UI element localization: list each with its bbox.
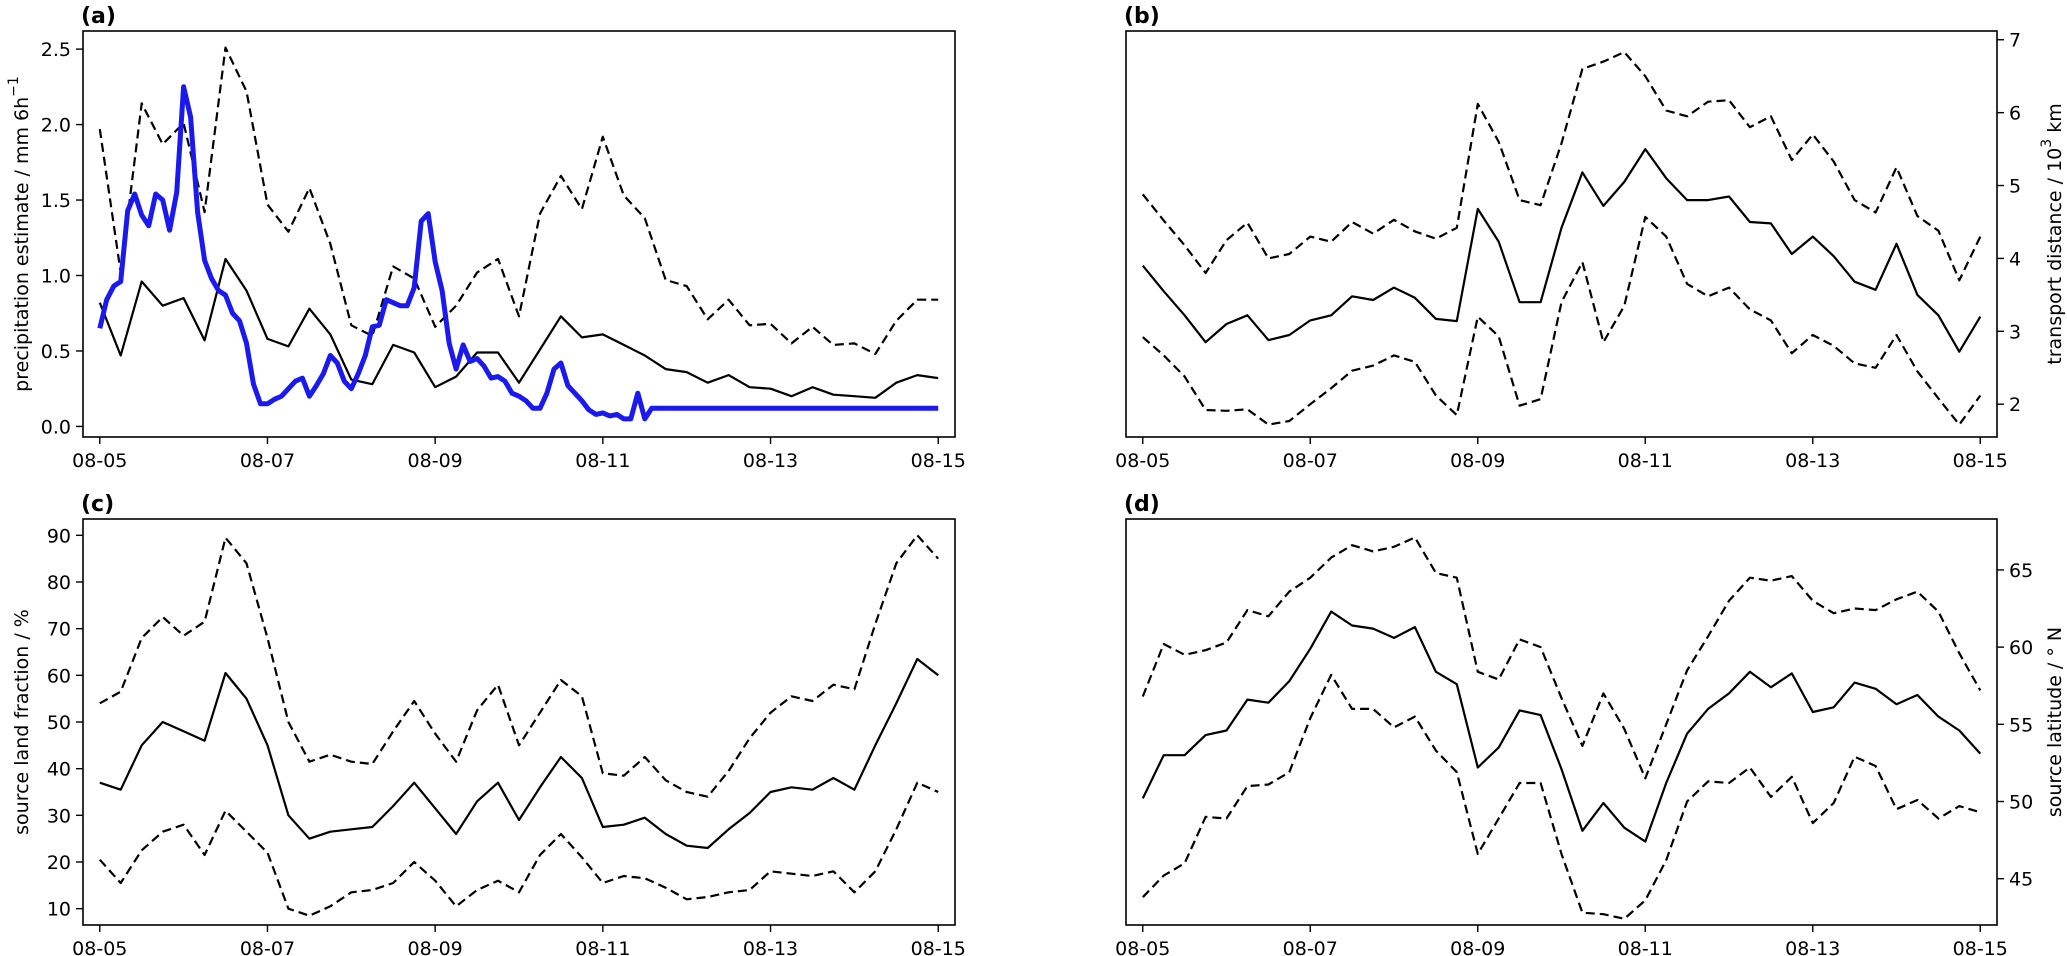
y-axis-label: precipitation estimate / mm 6h−1	[6, 76, 33, 392]
y-tick-label: 10	[47, 899, 71, 921]
series-median-line	[99, 657, 939, 850]
panel-c: (c) 08-05 08-07 08-09 08-11 08-13 08-15 10 20 30 4…	[11, 492, 966, 956]
y-tick-label: 6	[2009, 103, 2021, 125]
y-axis-label-main: precipitation estimate / mm 6h	[11, 97, 33, 392]
panel-a: (a) 08-05 08-07 08-09 08-11 08-13 08-15 0.0 0.5 1…	[6, 4, 966, 472]
series-median-line	[98, 257, 939, 399]
series-observed-line	[97, 84, 939, 422]
y-axis-label: source latitude / ° N	[2044, 627, 2066, 817]
series-upper-line	[1141, 536, 1982, 780]
y-tick-label: 2.5	[41, 39, 71, 61]
y-tick-label: 1.0	[41, 266, 71, 288]
y-axis-label-main: source latitude / ° N	[2044, 627, 2066, 817]
x-tick-label: 08-15	[1953, 938, 2008, 956]
series-lower-line	[1142, 215, 1982, 426]
series-median-line	[1141, 148, 1982, 353]
x-tick-label: 08-09	[408, 450, 463, 472]
panel-letter: (a)	[81, 4, 116, 29]
y-tick-label: 2	[2009, 394, 2021, 416]
y-axis-label-main: source land fraction / %	[11, 609, 33, 835]
x-tick-label: 08-11	[575, 450, 630, 472]
series-upper-line	[1141, 51, 1982, 282]
x-tick-label: 08-05	[1115, 938, 1170, 956]
y-tick-label: 20	[47, 852, 71, 874]
y-tick-label: 2.0	[41, 115, 71, 137]
y-tick-label: 50	[2009, 792, 2033, 814]
x-tick-label: 08-15	[911, 450, 966, 472]
y-tick-label: 3	[2009, 321, 2021, 343]
y-tick-label: 30	[47, 805, 71, 827]
y-axis-label-superscript: 3	[2039, 139, 2055, 148]
x-tick-label: 08-13	[1785, 450, 1840, 472]
x-tick-label: 08-09	[408, 938, 463, 956]
x-tick-label: 08-07	[1283, 938, 1338, 956]
series-upper-line	[98, 46, 939, 356]
y-tick-label: 0.0	[41, 416, 71, 438]
panel-letter: (b)	[1124, 4, 1160, 29]
y-axis-label-suffix: km	[2044, 103, 2066, 139]
y-axis-label-main: transport distance / 10	[2044, 148, 2066, 365]
x-tick-label: 08-11	[575, 938, 630, 956]
y-tick-label: 60	[47, 665, 71, 687]
series-lower-line	[1142, 673, 1981, 920]
x-tick-label: 08-07	[240, 938, 295, 956]
y-axis-label: source land fraction / %	[11, 609, 33, 835]
y-tick-label: 65	[2009, 560, 2033, 582]
plot-frame	[82, 518, 956, 926]
y-tick-label: 55	[2009, 714, 2033, 736]
y-tick-label: 7	[2009, 30, 2021, 52]
x-tick-label: 08-07	[240, 450, 295, 472]
panel-letter: (d)	[1124, 492, 1160, 517]
x-tick-label: 08-11	[1618, 450, 1673, 472]
x-tick-label: 08-07	[1283, 450, 1338, 472]
y-tick-label: 1.5	[41, 190, 71, 212]
x-tick-label: 08-09	[1450, 450, 1505, 472]
x-tick-label: 08-11	[1618, 938, 1673, 956]
series-upper-line	[99, 534, 940, 798]
x-tick-label: 08-05	[72, 450, 127, 472]
y-tick-label: 5	[2009, 176, 2021, 198]
panel-b: (b) 08-05 08-07 08-09 08-11 08-13 08-15 2 3 4 5 6 7 t…	[1115, 4, 2065, 472]
y-tick-label: 60	[2009, 637, 2033, 659]
plot-frame	[82, 30, 956, 438]
x-tick-label: 08-15	[911, 938, 966, 956]
y-tick-label: 0.5	[41, 341, 71, 363]
y-tick-label: 70	[47, 619, 71, 641]
plot-frame	[1125, 30, 1998, 438]
y-axis-label-superscript: −1	[6, 76, 22, 97]
y-axis-label: transport distance / 103 km	[2039, 103, 2066, 364]
panel-letter: (c)	[81, 492, 114, 517]
panel-d: (d) 08-05 08-07 08-09 08-11 08-13 08-15 45 50 55 6…	[1115, 492, 2065, 956]
y-tick-label: 50	[47, 712, 71, 734]
y-tick-label: 45	[2009, 869, 2033, 891]
x-tick-label: 08-13	[743, 938, 798, 956]
y-tick-label: 40	[47, 759, 71, 781]
y-tick-label: 80	[47, 572, 71, 594]
x-tick-label: 08-15	[1953, 450, 2008, 472]
y-tick-label: 90	[47, 525, 71, 547]
y-tick-label: 4	[2009, 248, 2021, 270]
x-tick-label: 08-05	[1115, 450, 1170, 472]
plot-frame	[1125, 518, 1998, 926]
x-tick-label: 08-05	[72, 938, 127, 956]
x-tick-label: 08-13	[1785, 938, 1840, 956]
series-lower-line	[98, 781, 939, 917]
series-median-line	[1141, 610, 1982, 843]
x-tick-label: 08-09	[1450, 938, 1505, 956]
x-tick-label: 08-13	[743, 450, 798, 472]
